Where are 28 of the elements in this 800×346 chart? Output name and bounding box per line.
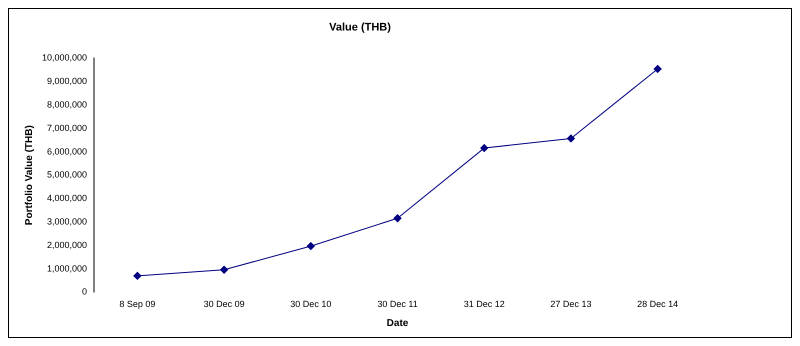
point xyxy=(306,242,315,250)
chart-title: Value (THB) xyxy=(329,22,392,34)
y-tick-label: 0 xyxy=(82,286,88,297)
x-tick-label: 28 Dec 14 xyxy=(637,299,678,310)
x-tick-label: 27 Dec 13 xyxy=(550,299,592,310)
point xyxy=(220,266,228,274)
y-tick-label: 3,000,000 xyxy=(46,216,88,226)
x-tick-label: 31 Dec 12 xyxy=(464,299,505,310)
point xyxy=(480,144,488,152)
x-tick-label: 30 Dec 10 xyxy=(290,299,332,310)
x-tick-label: 8 Sep 09 xyxy=(119,299,156,310)
point xyxy=(133,272,142,280)
y-axis-title: Portfolio Value (THB) xyxy=(24,125,35,226)
point xyxy=(394,214,402,222)
y-tick-label: 5,000,000 xyxy=(46,170,88,180)
y-tick-label: 2,000,000 xyxy=(46,240,88,250)
x-tick-label: 30 Dec 11 xyxy=(377,299,418,310)
x-tick-label: 30 Dec 09 xyxy=(204,299,245,310)
y-tick-label: 6,000,000 xyxy=(46,146,88,156)
point xyxy=(654,64,662,73)
point xyxy=(566,134,575,142)
y-tick-label: 7,000,000 xyxy=(46,122,88,133)
y-tick-label: 8,000,000 xyxy=(46,99,88,110)
y-tick-label: 1,000,000 xyxy=(46,263,88,274)
y-tick-label: 10,000,000 xyxy=(42,52,88,63)
y-tick-label: 4,000,000 xyxy=(46,193,88,204)
x-axis-title: Date xyxy=(386,318,409,329)
y-tick-label: 9,000,000 xyxy=(46,76,88,86)
